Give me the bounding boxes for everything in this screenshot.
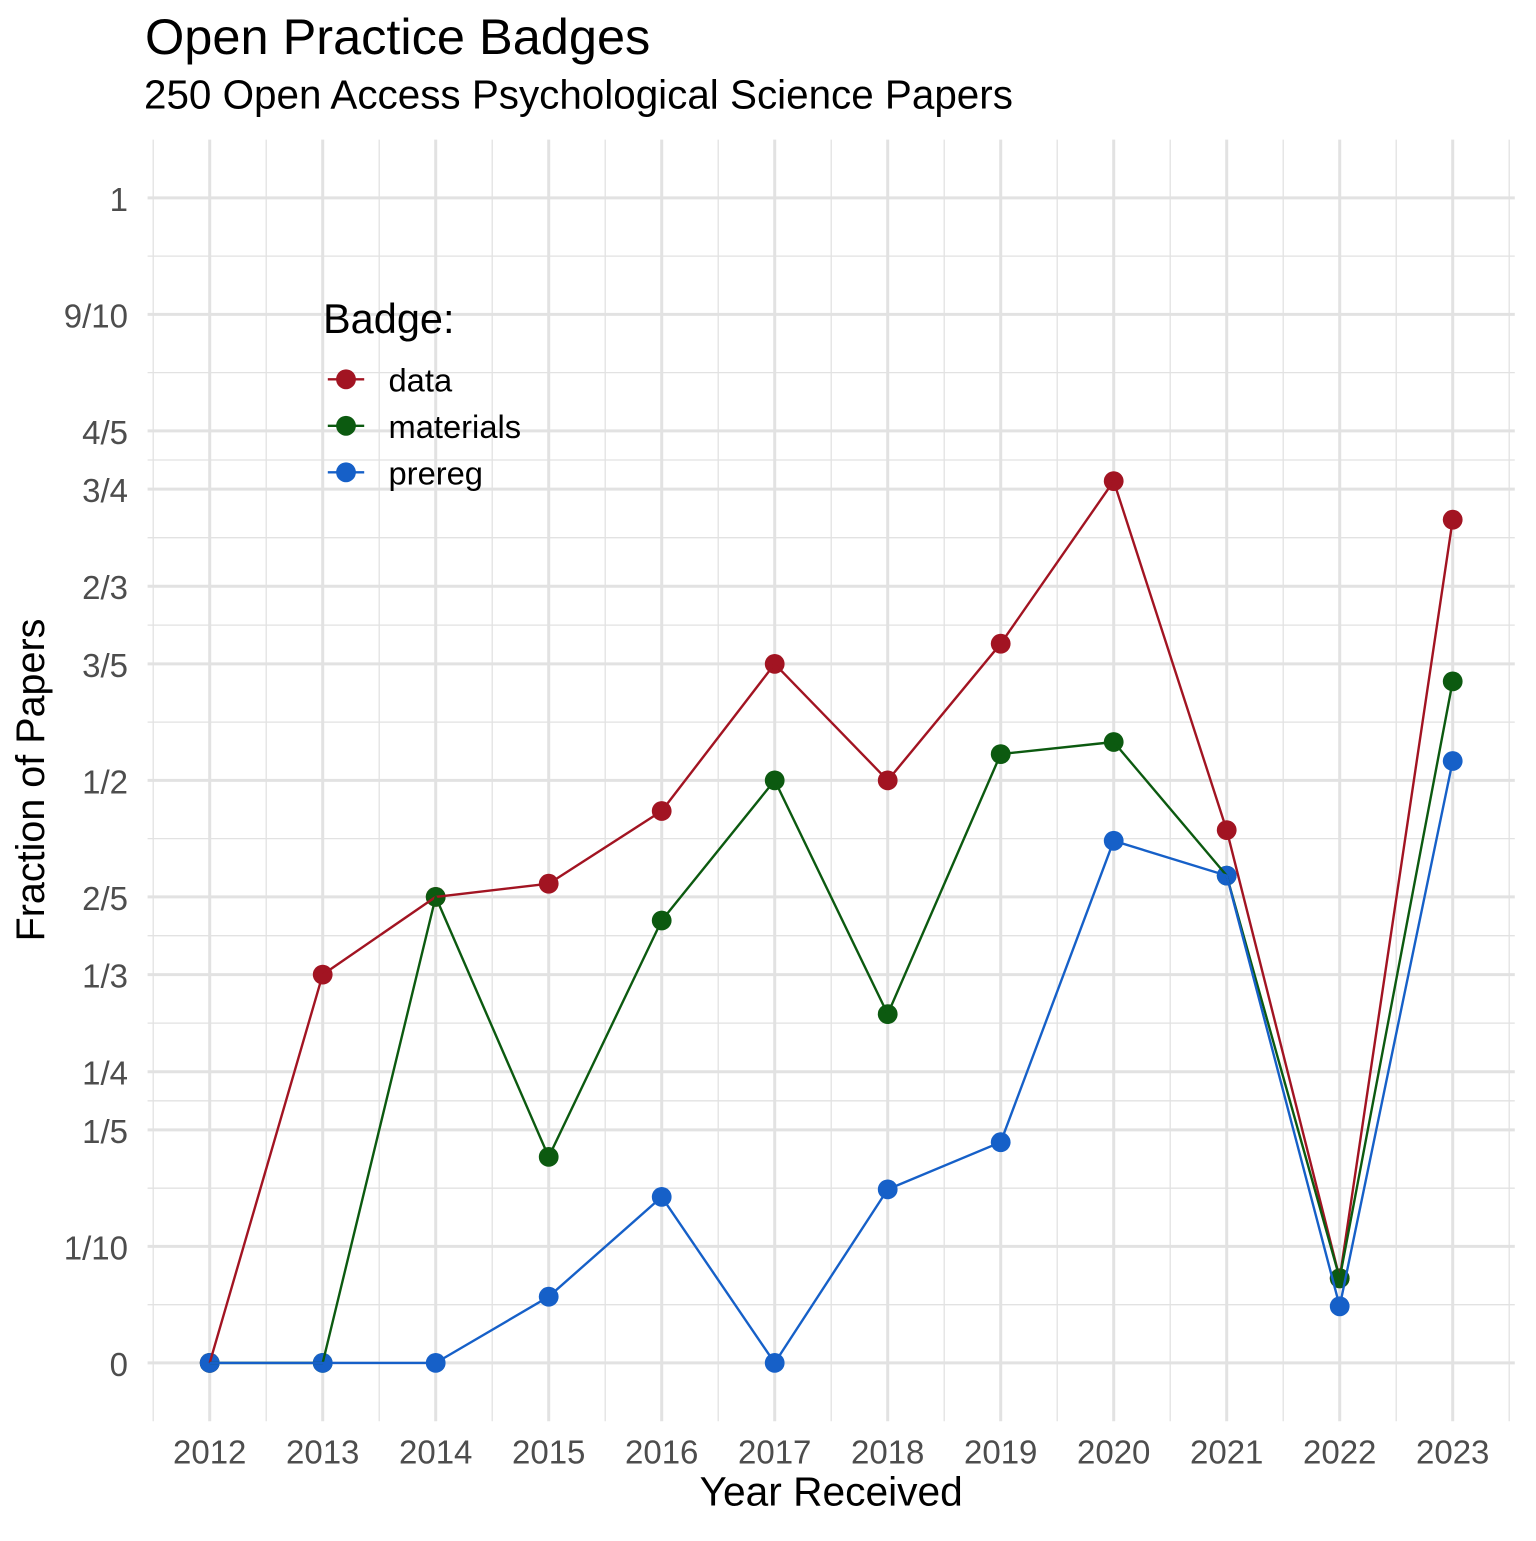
svg-text:2020: 2020 <box>1077 1434 1150 1471</box>
svg-text:3/4: 3/4 <box>82 472 128 509</box>
svg-text:prereg: prereg <box>389 454 484 491</box>
svg-text:2016: 2016 <box>625 1434 698 1471</box>
svg-text:1/10: 1/10 <box>64 1229 128 1266</box>
svg-text:250 Open Access Psychological: 250 Open Access Psychological Science Pa… <box>144 72 1013 118</box>
svg-text:1: 1 <box>110 181 128 218</box>
svg-text:9/10: 9/10 <box>64 297 128 334</box>
svg-text:data: data <box>389 361 453 398</box>
svg-text:2022: 2022 <box>1303 1434 1376 1471</box>
svg-text:Open Practice Badges: Open Practice Badges <box>145 8 650 65</box>
svg-text:materials: materials <box>389 408 522 445</box>
svg-text:2012: 2012 <box>173 1434 246 1471</box>
svg-text:2013: 2013 <box>286 1434 359 1471</box>
svg-text:2/3: 2/3 <box>82 569 128 606</box>
svg-text:1/4: 1/4 <box>82 1055 128 1092</box>
svg-text:2/5: 2/5 <box>82 880 128 917</box>
svg-text:2021: 2021 <box>1190 1434 1263 1471</box>
svg-text:1/2: 1/2 <box>82 763 128 800</box>
svg-text:4/5: 4/5 <box>82 414 128 451</box>
svg-text:1/3: 1/3 <box>82 958 128 995</box>
svg-text:2017: 2017 <box>738 1434 811 1471</box>
svg-text:3/5: 3/5 <box>82 647 128 684</box>
svg-text:0: 0 <box>110 1346 128 1383</box>
svg-text:2015: 2015 <box>512 1434 585 1471</box>
svg-text:2023: 2023 <box>1416 1434 1489 1471</box>
svg-text:1/5: 1/5 <box>82 1113 128 1150</box>
svg-text:Badge:: Badge: <box>323 295 455 342</box>
svg-text:Fraction of Papers: Fraction of Papers <box>9 619 53 942</box>
svg-text:2019: 2019 <box>964 1434 1037 1471</box>
svg-text:2014: 2014 <box>399 1434 472 1471</box>
svg-text:2018: 2018 <box>851 1434 924 1471</box>
svg-text:Year Received: Year Received <box>700 1468 963 1514</box>
